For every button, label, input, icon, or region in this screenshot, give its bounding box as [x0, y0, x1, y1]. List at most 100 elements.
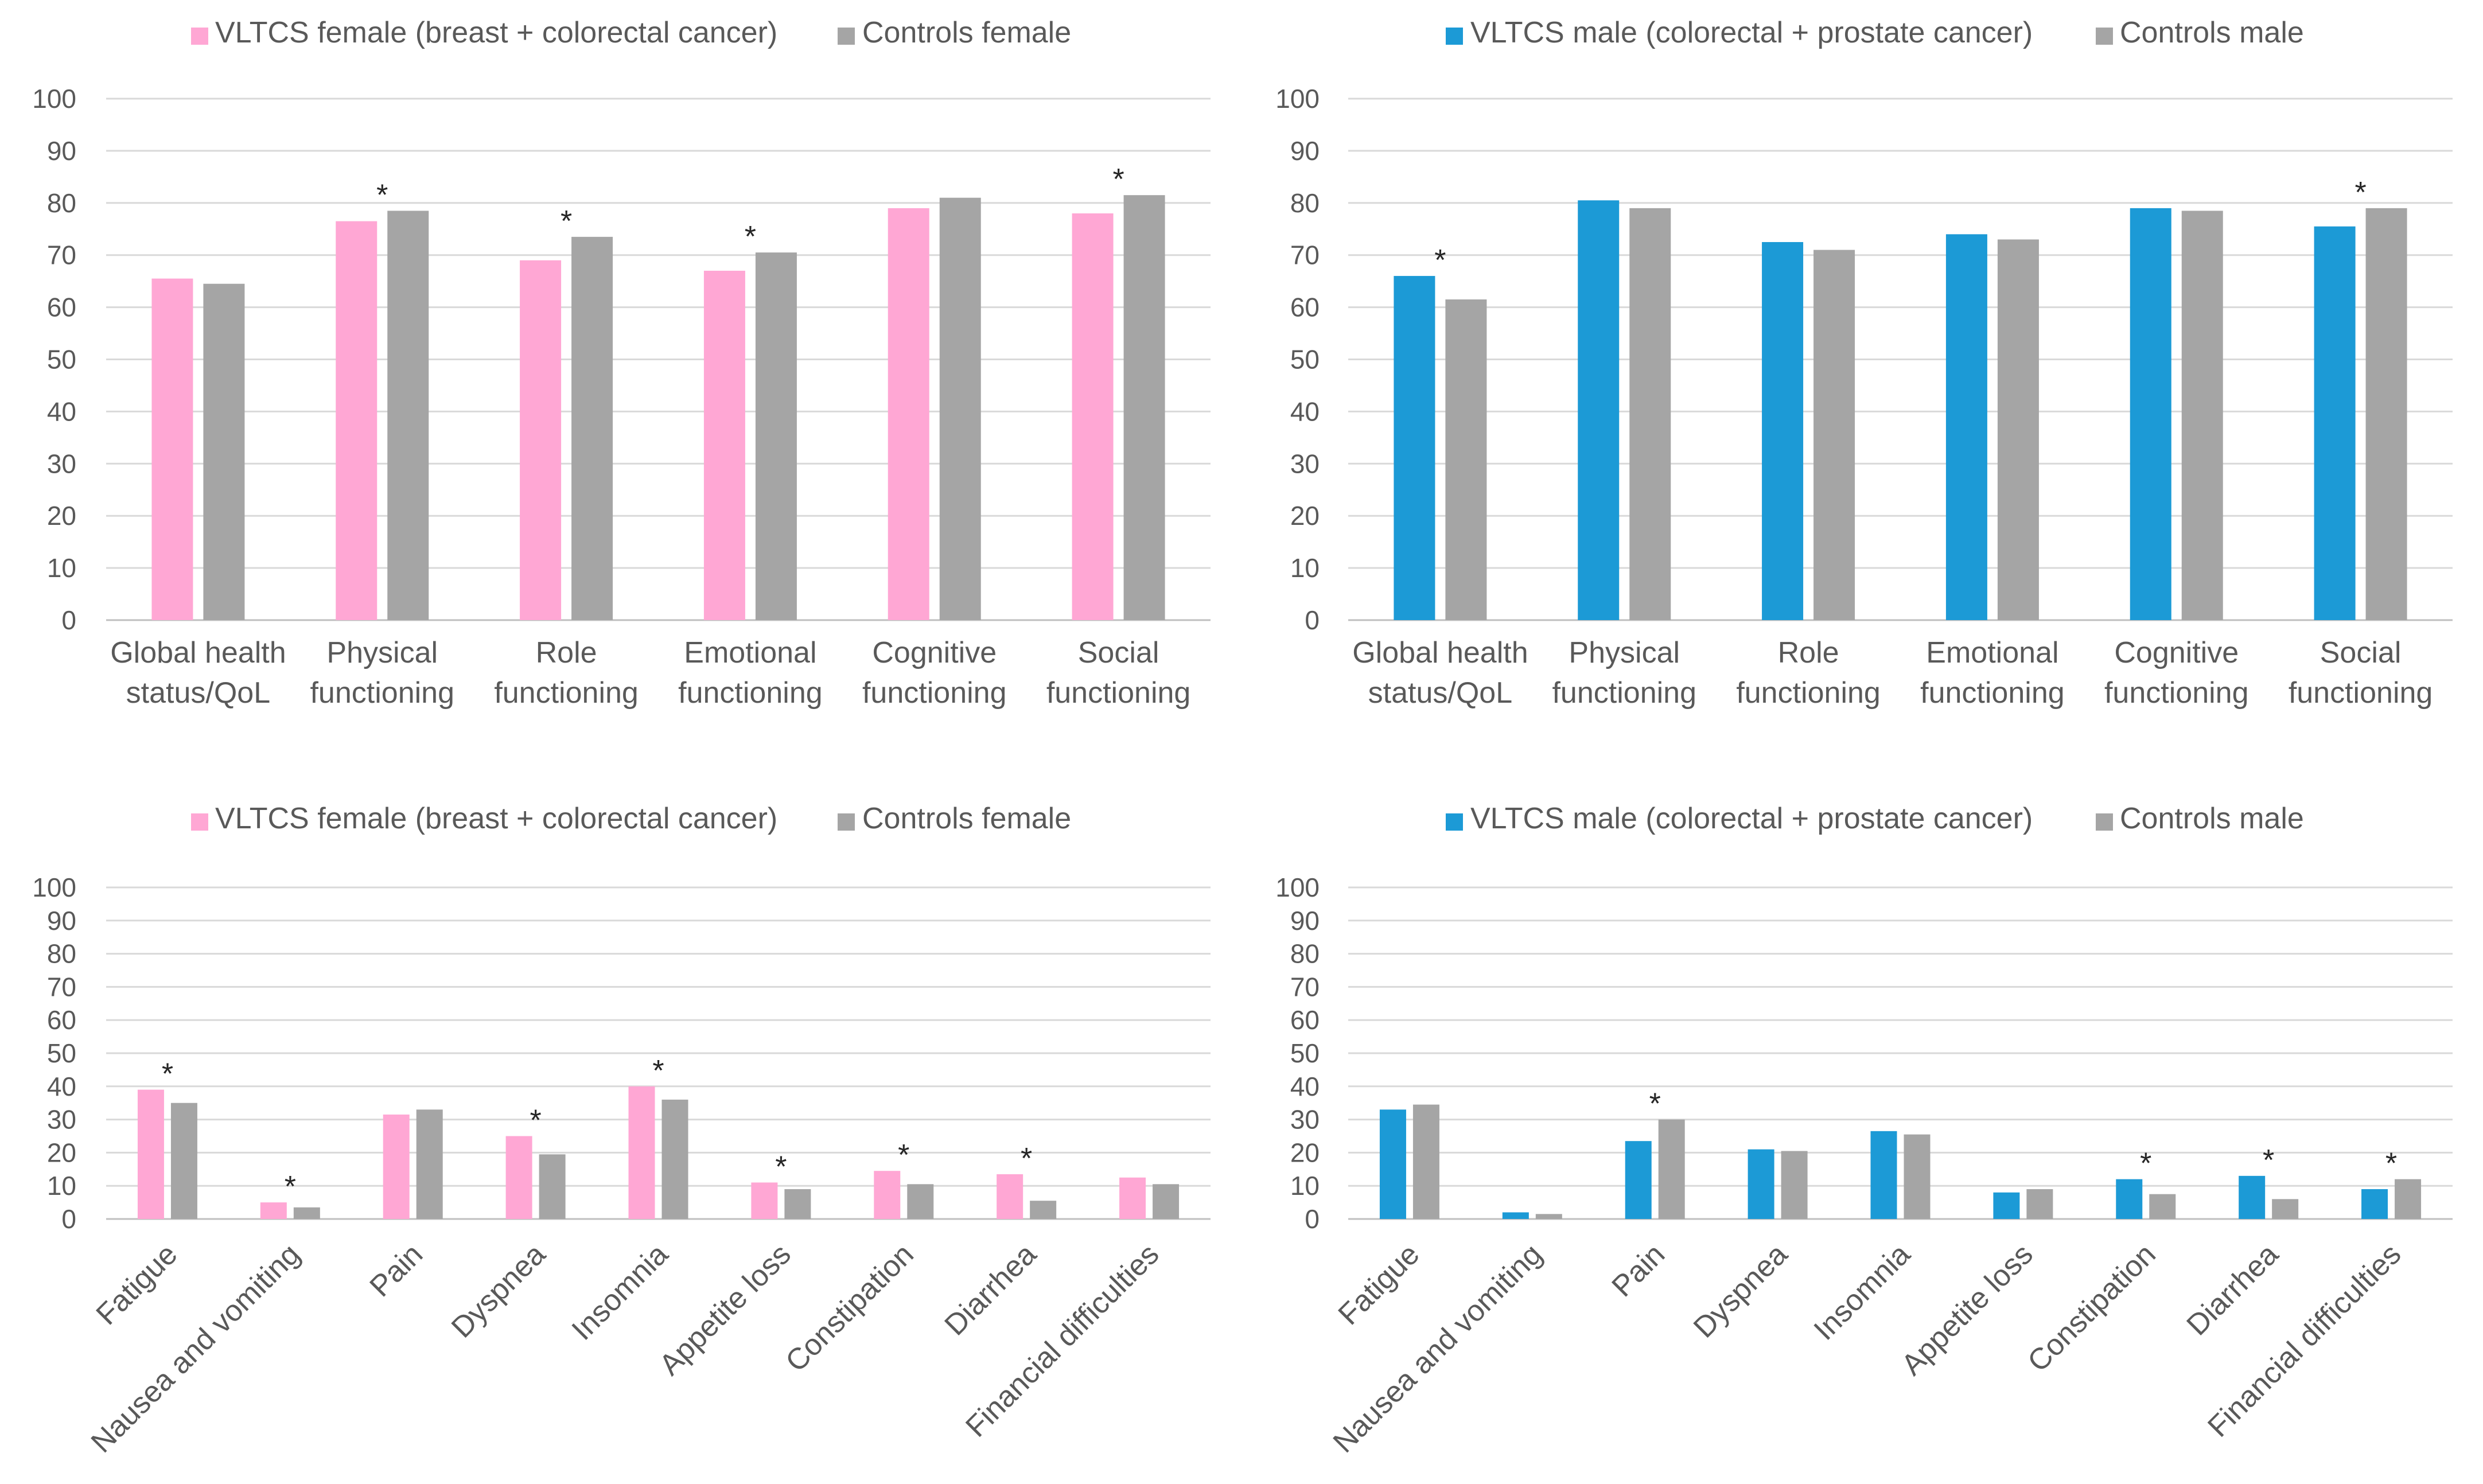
y-tick-label: 80	[1290, 939, 1320, 969]
category-label: Social	[2320, 636, 2402, 669]
bar-female	[383, 1114, 410, 1219]
category-label: status/QoL	[1368, 676, 1512, 710]
y-tick-label: 40	[47, 396, 76, 426]
y-tick-label: 0	[61, 605, 76, 635]
category-label: functioning	[2104, 676, 2249, 710]
legend-label: VLTCS male (colorectal + prostate cancer…	[1470, 802, 2033, 835]
significance-marker: *	[2385, 1147, 2397, 1181]
chart-panel-2: 0 10 20 30 40 50 60 70 80 90 100 VLTCS male (colore…	[1275, 16, 2453, 710]
bar-female	[1072, 213, 1114, 621]
y-tick-label: 100	[1275, 873, 1320, 902]
category-label: Pain	[1606, 1237, 1672, 1303]
y-tick-label: 10	[47, 1171, 76, 1201]
bar-control	[1123, 195, 1165, 620]
bar-female	[137, 1089, 164, 1219]
bar-male	[1578, 200, 1620, 620]
bar-male	[1748, 1149, 1774, 1219]
y-tick-label: 30	[47, 1105, 76, 1135]
category-label: functioning	[2289, 676, 2433, 710]
legend-label: Controls female	[862, 802, 1071, 835]
y-tick-label: 0	[61, 1204, 76, 1234]
category-label: functioning	[310, 676, 454, 710]
bar-control	[539, 1154, 566, 1219]
legend-swatch-female	[191, 28, 208, 45]
category-label: functioning	[494, 676, 639, 710]
legend-label: Controls male	[2120, 802, 2304, 835]
y-tick-label: 50	[47, 345, 76, 375]
category-label: functioning	[862, 676, 1007, 710]
legend-swatch-female	[191, 813, 208, 831]
category-label: functioning	[678, 676, 823, 710]
y-tick-label: 10	[1290, 1171, 1320, 1201]
bar-female	[336, 221, 377, 620]
category-label: Insomnia	[1808, 1237, 1917, 1346]
bar-control	[387, 211, 429, 620]
bar-female	[888, 208, 929, 620]
y-tick-label: 20	[47, 1138, 76, 1167]
category-label: Diarrhea	[2181, 1237, 2285, 1342]
bar-female	[520, 260, 562, 620]
chart-panel-1: 0 10 20 30 40 50 60 70 80 90 100 VLTCS female (brea…	[32, 16, 1211, 710]
category-label: Insomnia	[566, 1237, 675, 1346]
legend-label: Controls female	[862, 16, 1071, 49]
category-label: Cognitive	[872, 636, 997, 669]
bar-female	[151, 278, 193, 621]
bar-control	[203, 283, 245, 620]
significance-marker: *	[652, 1054, 664, 1088]
bar-control	[1153, 1184, 1180, 1219]
bar-control	[1781, 1151, 1808, 1219]
legend-swatch-control	[838, 28, 855, 45]
significance-marker: *	[775, 1150, 787, 1183]
bar-control	[2181, 211, 2223, 620]
category-label: Appetite loss	[653, 1237, 797, 1382]
y-tick-label: 80	[47, 939, 76, 969]
y-tick-label: 40	[1290, 1072, 1320, 1101]
y-tick-label: 60	[47, 1005, 76, 1035]
bar-control	[2272, 1199, 2299, 1219]
category-label: Diarrhea	[939, 1237, 1043, 1342]
significance-marker: *	[376, 178, 388, 212]
y-tick-label: 40	[1290, 396, 1320, 426]
category-label: functioning	[1920, 676, 2065, 710]
bar-control	[1030, 1201, 1057, 1219]
category-label: functioning	[1736, 676, 1881, 710]
bar-control	[1658, 1119, 1685, 1219]
category-label: Dyspnea	[1687, 1237, 1794, 1344]
bar-control	[907, 1184, 934, 1219]
bar-control	[2395, 1179, 2422, 1219]
y-tick-label: 80	[1290, 188, 1320, 218]
bar-control	[1904, 1134, 1931, 1219]
bar-male	[2361, 1189, 2388, 1219]
category-label: Nausea and vomiting	[85, 1237, 306, 1459]
y-tick-label: 90	[47, 906, 76, 936]
bar-male	[2314, 226, 2356, 621]
category-label: Fatigue	[1332, 1237, 1426, 1331]
y-tick-label: 100	[32, 84, 76, 114]
significance-marker: *	[2140, 1147, 2151, 1181]
y-tick-label: 90	[1290, 906, 1320, 936]
y-tick-label: 50	[1290, 345, 1320, 375]
y-tick-label: 90	[47, 136, 76, 166]
bar-female	[260, 1202, 287, 1219]
significance-marker: *	[1434, 244, 1446, 277]
significance-marker: *	[285, 1170, 296, 1203]
bar-female	[703, 270, 745, 621]
y-tick-label: 20	[1290, 501, 1320, 531]
y-tick-label: 90	[1290, 136, 1320, 166]
significance-marker: *	[1021, 1142, 1032, 1175]
y-tick-label: 60	[47, 293, 76, 322]
legend-swatch-male	[1446, 813, 1463, 831]
category-label: Constipation	[2021, 1237, 2162, 1378]
bar-female	[505, 1136, 532, 1219]
bar-control	[1535, 1214, 1562, 1219]
category-label: Global health	[1352, 636, 1528, 669]
y-tick-label: 70	[47, 240, 76, 270]
category-label: functioning	[1046, 676, 1191, 710]
bar-control	[939, 197, 981, 621]
category-label: Constipation	[779, 1237, 920, 1378]
category-label: Physical	[326, 636, 438, 669]
y-tick-label: 100	[1275, 84, 1320, 114]
bar-control	[1997, 239, 2039, 620]
